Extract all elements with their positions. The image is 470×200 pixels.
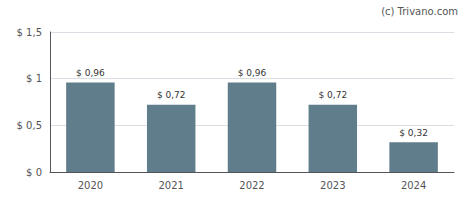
svg-text:$ 0,72: $ 0,72 bbox=[157, 90, 186, 100]
svg-text:2020: 2020 bbox=[78, 180, 103, 191]
svg-text:$ 0,96: $ 0,96 bbox=[76, 68, 105, 78]
svg-text:$ 0,32: $ 0,32 bbox=[399, 128, 428, 138]
svg-text:2021: 2021 bbox=[158, 180, 183, 191]
svg-text:2024: 2024 bbox=[401, 180, 426, 191]
svg-text:$ 0: $ 0 bbox=[26, 167, 42, 178]
svg-text:(c) Trivano.com: (c) Trivano.com bbox=[381, 6, 458, 17]
svg-text:$ 1: $ 1 bbox=[26, 73, 42, 84]
svg-text:$ 0,72: $ 0,72 bbox=[318, 90, 347, 100]
svg-text:2023: 2023 bbox=[320, 180, 345, 191]
svg-text:2022: 2022 bbox=[239, 180, 264, 191]
svg-text:$ 1,5: $ 1,5 bbox=[17, 27, 42, 38]
svg-text:$ 0,5: $ 0,5 bbox=[17, 120, 42, 131]
svg-text:$ 0,96: $ 0,96 bbox=[238, 68, 267, 78]
